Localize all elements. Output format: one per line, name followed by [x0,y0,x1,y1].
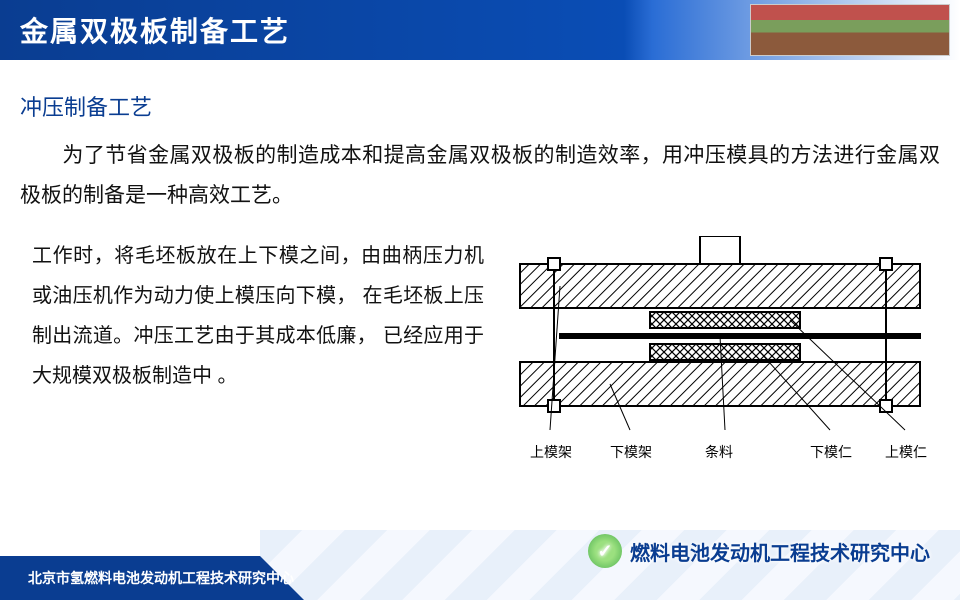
bolt-foot [880,400,892,412]
diagram-label: 下模仁 [810,442,852,462]
column-right: 上模架 下模架 条料 下模仁 上模仁 [500,236,940,466]
upper-frame [520,264,920,308]
column-left: 工作时，将毛坯板放在上下模之间，由曲柄压力机或油压机作为动力使上模压向下模， 在… [20,236,484,396]
slide-title: 金属双极板制备工艺 [0,10,290,50]
bolt-head [880,258,892,270]
footer-org: 北京市氢燃料电池发动机工程技术研究中心 [28,568,294,588]
slide-header: 金属双极板制备工艺 [0,0,960,60]
paragraph-2-text: 工作时，将毛坯板放在上下模之间，由曲柄压力机或油压机作为动力使上模压向下模， 在… [32,245,484,387]
slide-content: 冲压制备工艺 为了节省金属双极板的制造成本和提高金属双极板的制造效率，用冲压模具… [0,60,960,466]
diagram-svg [500,236,940,466]
punch [700,236,740,264]
bolt-foot [548,400,560,412]
diagram-label: 下模架 [610,442,652,462]
bolt-head [548,258,560,270]
diagram-label: 上模仁 [885,442,927,462]
paragraph-2: 工作时，将毛坯板放在上下模之间，由曲柄压力机或油压机作为动力使上模压向下模， 在… [20,236,484,396]
two-column-row: 工作时，将毛坯板放在上下模之间，由曲柄压力机或油压机作为动力使上模压向下模， 在… [20,236,940,466]
paragraph-1: 为了节省金属双极板的制造成本和提高金属双极板的制造效率，用冲压模具的方法进行金属… [20,136,940,216]
header-photo [750,4,950,56]
diagram-label: 条料 [705,442,733,462]
lower-frame [520,362,920,406]
diagram-label: 上模架 [530,442,572,462]
lower-die [650,344,800,360]
strip [560,334,920,338]
watermark: ✓ 燃料电池发动机工程技术研究中心 [588,534,930,568]
paragraph-1-text: 为了节省金属双极板的制造成本和提高金属双极板的制造效率，用冲压模具的方法进行金属… [20,144,940,207]
chat-icon: ✓ [588,534,622,568]
upper-die [650,312,800,328]
section-subtitle: 冲压制备工艺 [20,90,940,122]
watermark-text: 燃料电池发动机工程技术研究中心 [630,537,930,566]
stamping-diagram: 上模架 下模架 条料 下模仁 上模仁 [500,236,940,466]
slide-footer: 北京市氢燃料电池发动机工程技术研究中心 ✓ 燃料电池发动机工程技术研究中心 [0,530,960,600]
